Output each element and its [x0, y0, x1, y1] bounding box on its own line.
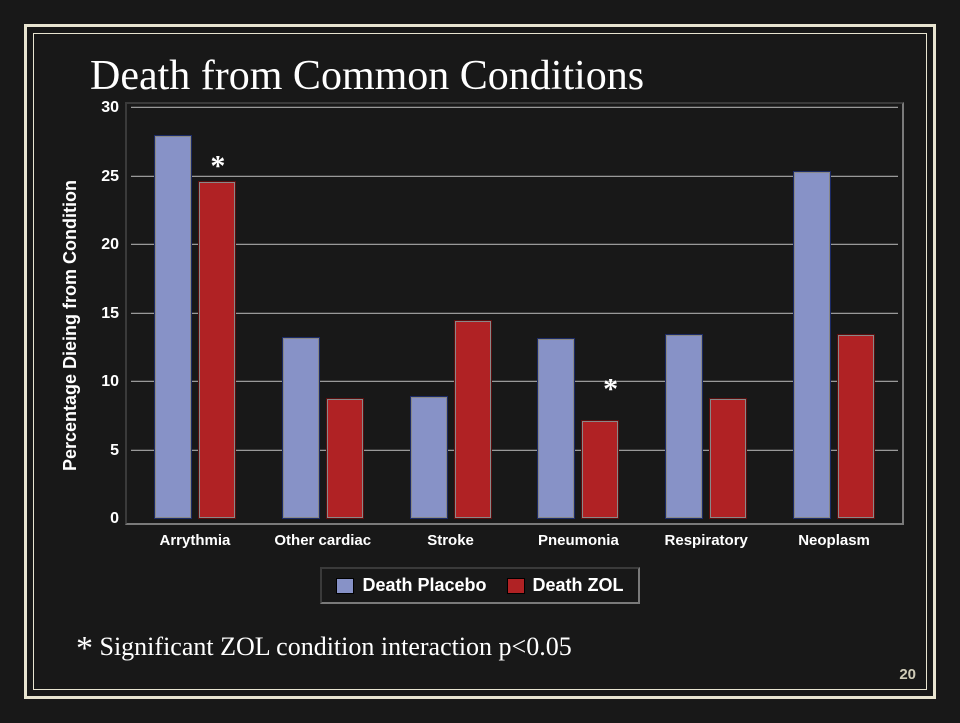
- bar-zol: [837, 334, 875, 519]
- outer-frame: Death from Common Conditions Percentage …: [24, 24, 936, 699]
- x-tick: Arrythmia: [131, 532, 259, 549]
- y-tick: 0: [110, 510, 119, 528]
- bar-zol: [326, 398, 364, 519]
- y-axis: 0 5 10 15 20 25 30: [85, 98, 125, 553]
- y-axis-label: Percentage Dieing from Condition: [56, 98, 85, 553]
- bar-placebo: [410, 396, 448, 519]
- y-tick: 30: [101, 99, 119, 117]
- slide-title: Death from Common Conditions: [90, 52, 904, 100]
- inner-frame: Death from Common Conditions Percentage …: [33, 33, 927, 690]
- legend-item: Death Placebo: [336, 575, 486, 596]
- bar-placebo: [793, 171, 831, 519]
- x-axis: ArrythmiaOther cardiacStrokePneumoniaRes…: [131, 532, 898, 549]
- legend-label: Death Placebo: [362, 575, 486, 596]
- bar-groups: [131, 108, 898, 519]
- x-tick: Respiratory: [642, 532, 770, 549]
- bar-group: [259, 108, 387, 519]
- x-tick: Neoplasm: [770, 532, 898, 549]
- x-tick: Other cardiac: [259, 532, 387, 549]
- bar-placebo: [154, 135, 192, 519]
- bar-group: [642, 108, 770, 519]
- y-tick: 25: [101, 168, 119, 186]
- bar-group: [131, 108, 259, 519]
- legend-item: Death ZOL: [507, 575, 624, 596]
- asterisk-marker: *: [210, 149, 225, 183]
- y-tick: 15: [101, 305, 119, 323]
- bar-group: [514, 108, 642, 519]
- legend-swatch: [336, 578, 354, 594]
- chart: Percentage Dieing from Condition 0 5 10 15 2…: [56, 98, 904, 553]
- y-tick: 10: [101, 373, 119, 391]
- y-tick: 20: [101, 236, 119, 254]
- bar-placebo: [282, 337, 320, 519]
- page-number: 20: [899, 666, 916, 683]
- bar-zol: [709, 398, 747, 519]
- footnote-text: Significant ZOL condition interaction p<…: [93, 632, 572, 661]
- footnote: * Significant ZOL condition interaction …: [76, 630, 904, 668]
- bar-zol: [198, 181, 236, 519]
- asterisk-marker: *: [603, 373, 618, 407]
- plot: **: [131, 108, 898, 519]
- legend-swatch: [507, 578, 525, 594]
- bar-zol: [454, 320, 492, 519]
- x-tick: Pneumonia: [514, 532, 642, 549]
- x-tick: Stroke: [387, 532, 515, 549]
- plot-area: ** ArrythmiaOther cardiacStrokePneumonia…: [125, 98, 904, 553]
- legend: Death Placebo Death ZOL: [320, 567, 639, 604]
- bar-group: [387, 108, 515, 519]
- bar-zol: [581, 420, 619, 519]
- y-tick: 5: [110, 442, 119, 460]
- bar-group: [770, 108, 898, 519]
- bar-placebo: [537, 338, 575, 519]
- legend-label: Death ZOL: [533, 575, 624, 596]
- bar-placebo: [665, 334, 703, 519]
- footnote-star: *: [76, 630, 93, 667]
